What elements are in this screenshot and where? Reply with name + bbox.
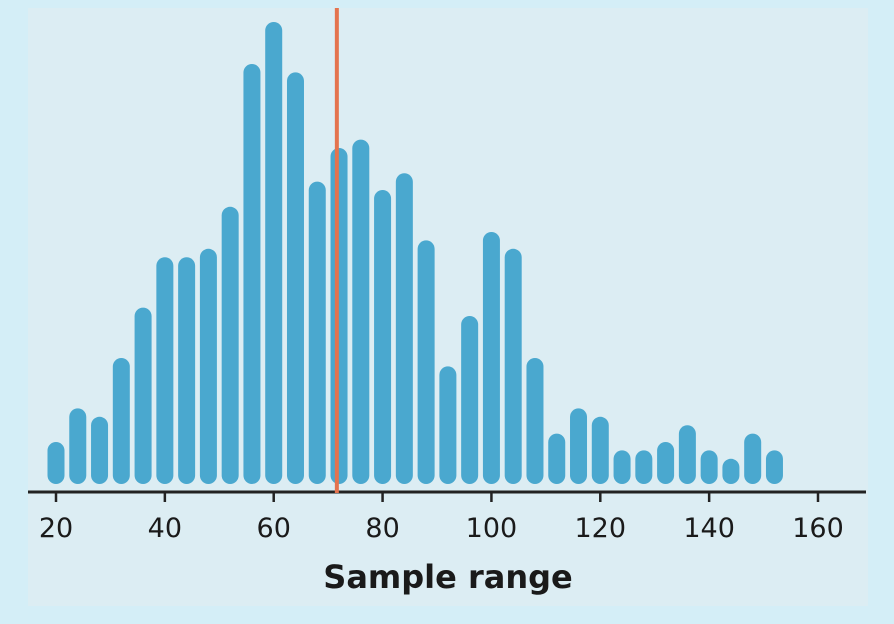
bar xyxy=(352,139,370,484)
bar xyxy=(722,458,740,484)
x-axis-label: Sample range xyxy=(323,558,573,596)
bar xyxy=(504,248,522,484)
bar xyxy=(178,257,196,484)
bar xyxy=(765,450,783,484)
x-tick-label: 80 xyxy=(365,513,399,544)
bar xyxy=(678,425,696,484)
bar xyxy=(395,173,413,484)
bar xyxy=(221,206,239,485)
x-tick-label: 120 xyxy=(575,513,627,544)
bar xyxy=(700,450,718,484)
bar xyxy=(47,442,65,484)
bar xyxy=(91,416,109,484)
bar xyxy=(635,450,653,484)
bar xyxy=(286,72,304,485)
x-tick-label: 40 xyxy=(148,513,182,544)
bar xyxy=(613,450,631,484)
bar xyxy=(69,408,87,484)
bar xyxy=(330,148,348,484)
chart-figure: 20 40 60 80 100 120 140 160 Sample range xyxy=(28,8,868,606)
bar xyxy=(156,257,174,484)
bar xyxy=(112,358,130,484)
bar xyxy=(548,433,566,484)
bar xyxy=(591,416,609,484)
x-tick-label: 160 xyxy=(792,513,844,544)
bar xyxy=(134,307,152,484)
x-tick-label: 100 xyxy=(466,513,518,544)
bar xyxy=(439,366,457,484)
bar xyxy=(657,442,675,484)
bar xyxy=(570,408,588,484)
bar xyxy=(308,181,326,484)
bar xyxy=(461,316,479,484)
bar xyxy=(374,190,392,484)
bar xyxy=(526,358,544,484)
bar xyxy=(417,240,435,484)
bar xyxy=(482,232,500,484)
chart-plot: 20 40 60 80 100 120 140 160 xyxy=(28,8,866,544)
bar xyxy=(744,433,762,484)
bar xyxy=(265,22,283,484)
x-tick-label: 20 xyxy=(39,513,73,544)
x-tick-label: 140 xyxy=(683,513,735,544)
x-tick-label: 60 xyxy=(257,513,291,544)
bar xyxy=(199,248,217,484)
bar xyxy=(243,64,261,484)
